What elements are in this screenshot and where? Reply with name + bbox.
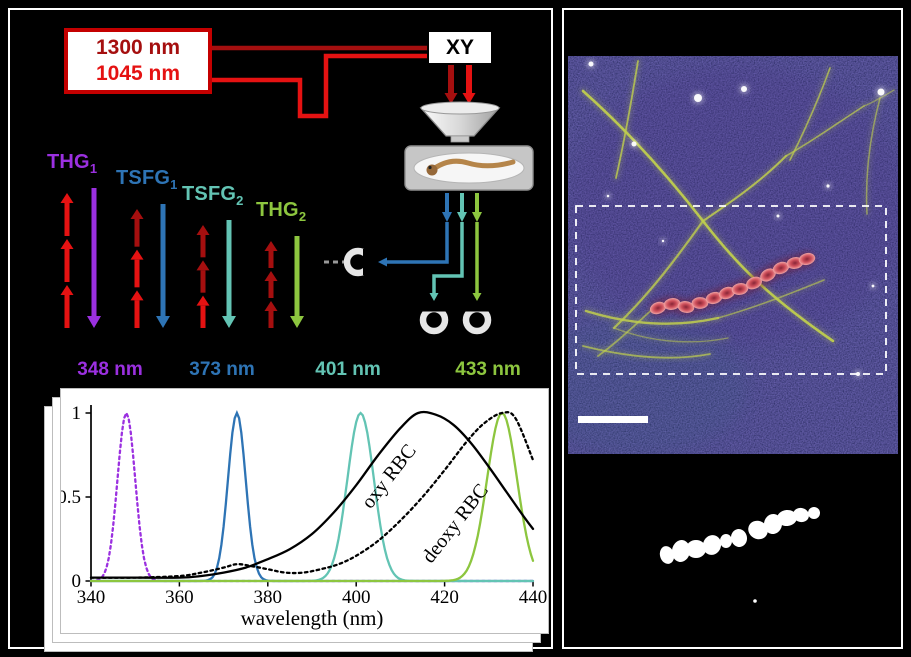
peak-label-401nm: 401 nm — [315, 359, 381, 380]
excitation-beam-path — [208, 45, 476, 119]
rbc-mask-blobs — [659, 507, 820, 603]
xy-scanner-box: XY — [427, 30, 493, 65]
process-label-tsfg1: TSFG1 — [116, 167, 178, 192]
chart-sheet-front: 340 360 380 400 420 440 0 0.5 1 wavelength (nm) ox… — [60, 388, 549, 634]
energy-ladder-thg2 — [264, 236, 304, 328]
energy-ladder-thg1 — [60, 188, 101, 328]
sample-stage-icon — [404, 145, 534, 191]
svg-text:420: 420 — [430, 587, 459, 608]
pmt-detector-icons — [343, 247, 492, 335]
optical-setup-diagram — [60, 45, 534, 335]
peak-label-373nm: 373 nm — [189, 359, 255, 380]
annotation-deoxy-rbc: deoxy RBC — [418, 480, 493, 568]
laser-1045-label: 1045 nm — [95, 62, 181, 85]
series-thg2-emission — [89, 411, 535, 583]
emission-spectra-chart: 340 360 380 400 420 440 0 0.5 1 wavelength (nm) ox… — [61, 403, 548, 630]
emission-beam-path — [324, 193, 482, 301]
microscopy-image — [568, 56, 898, 454]
peak-label-348nm: 348 nm — [77, 359, 143, 380]
objective-lens-icon — [419, 101, 501, 143]
muscle-fibers — [580, 58, 896, 360]
svg-text:440: 440 — [519, 587, 548, 608]
rbc-chain — [649, 252, 816, 315]
energy-ladder-tsfg2 — [196, 220, 236, 328]
annotation-oxy-rbc: oxy RBC — [357, 440, 421, 513]
svg-text:1: 1 — [72, 403, 82, 424]
energy-ladder-tsfg1 — [130, 204, 170, 328]
series-oxy-rbc — [89, 410, 535, 579]
process-label-thg1: THG1 — [47, 151, 98, 176]
svg-text:0: 0 — [72, 571, 82, 592]
laser-1300-label: 1300 nm — [95, 35, 181, 59]
chart-xlabel: wavelength (nm) — [241, 606, 384, 630]
svg-text:0.5: 0.5 — [61, 487, 81, 508]
segmentation-mask-image — [564, 458, 901, 647]
svg-text:380: 380 — [254, 587, 282, 608]
laser-source-box: 1300 nm 1045 nm — [64, 28, 212, 94]
svg-text:400: 400 — [342, 587, 371, 608]
svg-text:340: 340 — [77, 587, 106, 608]
scale-bar — [578, 416, 648, 423]
peak-label-433nm: 433 nm — [455, 359, 521, 380]
roi-rectangle — [575, 205, 887, 375]
left-panel-setup-and-spectra: 1300 nm 1045 nm XY THG1 TSFG1 TSFG2 THG2… — [8, 8, 553, 652]
right-panel-images — [562, 8, 903, 649]
series-deoxy-rbc — [89, 411, 535, 579]
svg-text:360: 360 — [165, 587, 194, 608]
process-label-thg2: THG2 — [256, 199, 307, 224]
bright-cells — [587, 60, 886, 378]
process-label-tsfg2: TSFG2 — [182, 183, 244, 208]
